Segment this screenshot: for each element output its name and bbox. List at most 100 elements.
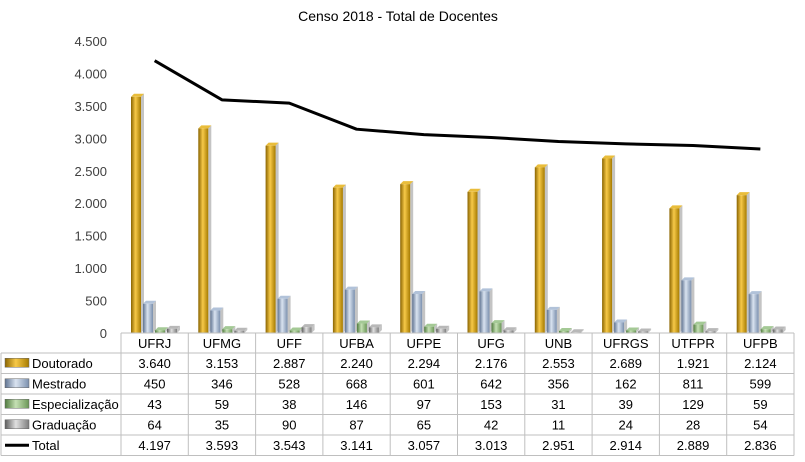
bar-top-face xyxy=(277,295,291,299)
bar-side-face xyxy=(624,319,628,333)
category-label: UFBA xyxy=(339,336,374,351)
table-cell: 54 xyxy=(753,417,767,432)
bar-series xyxy=(131,93,786,333)
bar-top-face xyxy=(344,286,358,290)
category-label: UTFPR xyxy=(671,336,714,351)
y-tick-label: 2.500 xyxy=(74,164,107,179)
table-cell: 153 xyxy=(480,397,502,412)
bar-top-face xyxy=(424,323,438,327)
bar-top-face xyxy=(210,307,224,311)
table-cell: 64 xyxy=(147,417,161,432)
bar-especialização xyxy=(222,329,233,333)
bar-top-face xyxy=(614,319,628,323)
bar-side-face xyxy=(446,325,450,333)
bar-especialização xyxy=(289,330,300,333)
bar-top-face xyxy=(491,320,505,324)
category-label: UNB xyxy=(545,336,572,351)
bar-doutorado xyxy=(736,195,747,333)
total-line-path xyxy=(153,59,761,151)
table-cell: 2.887 xyxy=(273,356,306,371)
bar-side-face xyxy=(153,300,156,333)
y-tick-label: 4.000 xyxy=(74,66,107,81)
table-cell: 31 xyxy=(551,397,565,412)
category-label: UFPB xyxy=(743,336,778,351)
category-label: UFMG xyxy=(203,336,241,351)
bar-top-face xyxy=(479,288,493,292)
bar-top-face xyxy=(669,205,683,209)
total-line xyxy=(153,59,761,151)
bar-top-face xyxy=(301,324,315,328)
bar-side-face xyxy=(501,320,505,333)
bar-doutorado xyxy=(332,187,343,333)
legend-key-graduação xyxy=(4,419,30,429)
bar-graduação xyxy=(234,330,245,333)
table-cell: 28 xyxy=(686,417,700,432)
table-cell: 3.057 xyxy=(408,438,441,453)
bar-top-face xyxy=(412,291,426,295)
table-cell: 11 xyxy=(552,417,566,432)
bar-top-face xyxy=(265,142,279,146)
bar-side-face xyxy=(556,306,560,333)
table-cell: 3.640 xyxy=(138,356,171,371)
bar-graduação xyxy=(638,331,649,333)
bar-side-face xyxy=(287,295,291,333)
bar-side-face xyxy=(489,288,493,333)
bar-side-face xyxy=(758,291,762,333)
bar-top-face xyxy=(748,291,762,295)
bar-side-face xyxy=(544,164,548,333)
bar-top-face xyxy=(570,329,584,333)
table-cell: 642 xyxy=(480,376,502,391)
bar-top-face xyxy=(534,164,548,168)
legend-label: Doutorado xyxy=(32,356,93,371)
bar-especialização xyxy=(626,330,637,333)
bar-especialização xyxy=(356,323,367,333)
bar-side-face xyxy=(770,326,774,333)
bar-doutorado xyxy=(198,128,209,333)
y-tick-label: 1.000 xyxy=(74,261,107,276)
table-cell: 4.197 xyxy=(138,438,171,453)
category-label: UFRGS xyxy=(603,336,649,351)
category-label: UFRJ xyxy=(138,336,171,351)
bar-mestrado xyxy=(143,303,153,333)
bar-top-face xyxy=(693,321,707,325)
table-cell: 162 xyxy=(615,376,637,391)
bar-mestrado xyxy=(277,298,288,333)
table-cell: 65 xyxy=(417,417,431,432)
legend-key-mestrado xyxy=(4,378,30,388)
table-cell: 43 xyxy=(147,397,161,412)
bar-mestrado xyxy=(344,289,355,333)
bar-side-face xyxy=(244,327,248,333)
table-cell: 2.240 xyxy=(340,356,373,371)
bar-side-face xyxy=(232,326,236,333)
category-label: UFPE xyxy=(407,336,442,351)
table-cell: 42 xyxy=(484,417,498,432)
bar-top-face xyxy=(558,327,572,331)
table-cell: 811 xyxy=(683,376,704,391)
legend-label: Total xyxy=(32,438,60,453)
bar-graduação xyxy=(772,329,783,333)
bar-top-face xyxy=(143,300,156,304)
table-cell: 146 xyxy=(346,397,368,412)
y-axis: 0 500 1.000 1.500 2.000 2.500 3.000 3.500 4.000 4… xyxy=(74,34,107,341)
bar-side-face xyxy=(612,155,616,333)
bar-doutorado xyxy=(467,191,478,333)
table-cell: 59 xyxy=(753,397,767,412)
bar-side-face xyxy=(141,93,144,333)
bar-mestrado xyxy=(546,309,557,333)
bar-graduação xyxy=(368,327,379,333)
table-cell: 2.176 xyxy=(475,356,508,371)
bar-especialização xyxy=(693,324,704,333)
bar-top-face xyxy=(602,155,616,159)
legend-key-especialização xyxy=(4,399,30,409)
table-cell: 2.689 xyxy=(609,356,642,371)
table-cell: 2.294 xyxy=(408,356,441,371)
bar-doutorado xyxy=(400,184,411,333)
bar-mestrado xyxy=(681,280,692,333)
table-cell: 2.124 xyxy=(744,356,777,371)
table-cell: 528 xyxy=(278,376,300,391)
table-cell: 668 xyxy=(346,376,368,391)
table-cell: 599 xyxy=(749,376,771,391)
y-tick-label: 3.500 xyxy=(74,99,107,114)
table-cell: 601 xyxy=(413,376,435,391)
bar-top-face xyxy=(760,326,774,330)
